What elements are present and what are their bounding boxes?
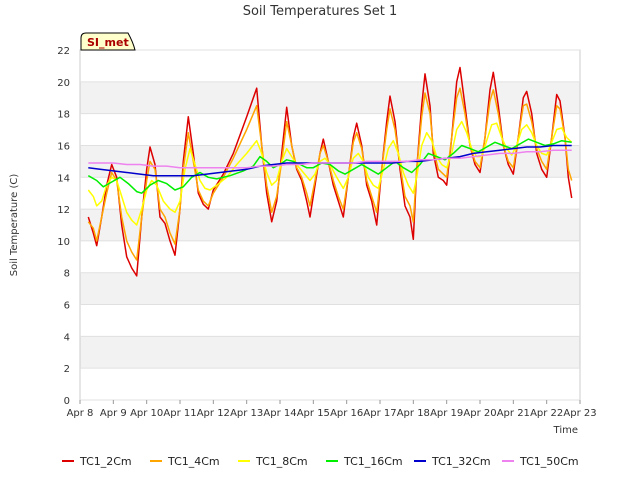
station-badge-shape — [80, 32, 136, 51]
plot-band — [80, 304, 580, 337]
legend-label-tc1-50cm: TC1_50Cm — [519, 455, 579, 468]
legend: TC1_2Cm TC1_4Cm TC1_8Cm TC1_16Cm TC1_32Cm TC1… — [62, 455, 579, 468]
series-line-tc1-8cm — [87, 120, 573, 226]
legend-label-tc1-16cm: TC1_16Cm — [343, 455, 403, 468]
y-tick-label: 14 — [57, 173, 70, 184]
y-tick-label: 22 — [57, 46, 70, 57]
plot-band — [80, 209, 580, 241]
plot-band — [80, 113, 580, 146]
y-tick-label: 16 — [57, 141, 70, 152]
series-line-tc1-50cm — [88, 149, 572, 169]
y-tick-label: 0 — [64, 396, 70, 407]
plot-band — [80, 50, 580, 82]
x-tick-label: Apr 22 — [530, 408, 563, 419]
chart-title: Soil Temperatures Set 1 — [243, 4, 398, 19]
station-label: SI_met — [87, 36, 129, 49]
y-tick-label: 18 — [57, 110, 70, 121]
x-tick-label: Apr 20 — [463, 408, 496, 419]
y-tick-label: 4 — [64, 332, 70, 343]
x-tick-label: Apr 21 — [497, 408, 530, 419]
x-tick-label: Apr 8 — [67, 408, 94, 419]
x-axis-label: Time — [553, 425, 578, 436]
data-series — [87, 66, 573, 277]
y-tick-label: 2 — [64, 364, 70, 375]
y-tick-label: 20 — [57, 78, 70, 89]
x-tick-label: Apr 12 — [197, 408, 230, 419]
x-tick-label: Apr 13 — [230, 408, 263, 419]
plot-band — [80, 240, 580, 273]
y-axis-ticks: 0 2 4 6 8 10 12 14 16 18 20 22 — [57, 46, 580, 407]
x-tick-label: Apr 19 — [430, 408, 463, 419]
x-tick-label: Apr 9 — [100, 408, 127, 419]
y-axis-label: Soil Temperature (C) — [9, 174, 20, 277]
x-tick-label: Apr 16 — [330, 408, 363, 419]
x-axis-ticks: Apr 8 Apr 9 Apr 10 Apr 11 Apr 12 Apr 13 Apr 14… — [67, 400, 597, 419]
plot-band — [80, 81, 580, 114]
y-tick-label: 12 — [57, 205, 70, 216]
y-tick-label: 8 — [64, 269, 70, 280]
plot-background-bands — [80, 50, 580, 400]
x-tick-label: Apr 15 — [297, 408, 330, 419]
x-tick-label: Apr 18 — [397, 408, 430, 419]
x-tick-label: Apr 14 — [263, 408, 296, 419]
plot-band — [80, 368, 580, 400]
y-tick-label: 6 — [64, 301, 70, 312]
x-tick-label: Apr 23 — [563, 408, 596, 419]
plot-band — [80, 272, 580, 305]
legend-label-tc1-32cm: TC1_32Cm — [431, 455, 491, 468]
x-tick-label: Apr 17 — [363, 408, 396, 419]
legend-label-tc1-8cm: TC1_8Cm — [255, 455, 308, 468]
x-tick-label: Apr 10 — [130, 408, 163, 419]
plot-band — [80, 336, 580, 369]
y-tick-label: 10 — [57, 237, 70, 248]
legend-label-tc1-4cm: TC1_4Cm — [167, 455, 220, 468]
station-badge: SI_met — [80, 32, 136, 51]
legend-label-tc1-2cm: TC1_2Cm — [79, 455, 132, 468]
x-tick-label: Apr 11 — [163, 408, 196, 419]
